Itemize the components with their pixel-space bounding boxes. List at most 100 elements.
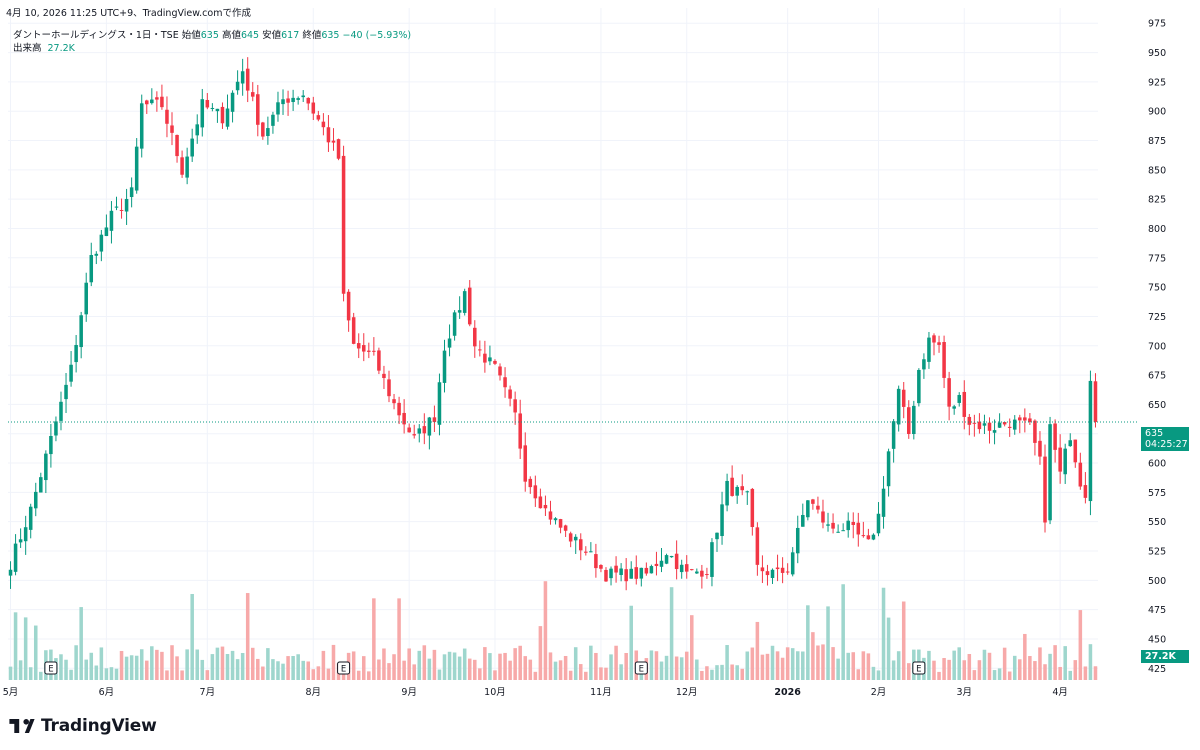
volume-bar [39,671,43,680]
candle-body [568,533,573,542]
candle-body [679,564,684,573]
candle-body [170,125,174,133]
candle-body [266,128,270,137]
volume-bar [301,660,305,680]
volume-bar [59,654,63,680]
volume-bar [957,647,961,680]
time-axis[interactable]: 5月 6月 7月 8月 9月 10月 11月 12月 2026 2月 3月 4月 [3,687,1068,698]
candle-body [397,402,401,416]
volume-bar [1028,656,1032,680]
candle-body [700,570,704,577]
candle-body [220,106,225,124]
candle-body [478,349,482,351]
tradingview-logo[interactable]: TradingView [9,716,157,736]
volume-bar [886,617,891,680]
candle-body [563,525,568,531]
candle-body [725,480,729,506]
earnings-marker [337,661,351,675]
volume-bar [901,601,906,680]
candle-body [780,567,785,573]
candle-body [382,373,386,379]
candle-body [261,122,265,137]
volume-bar [548,652,553,680]
volume-bar [1012,655,1017,680]
volume-bar [422,645,427,680]
candle-body [917,369,921,404]
time-tick-label: 3月 [956,687,972,698]
candle-body [937,342,941,345]
candle-body [447,338,452,348]
candle-body [775,567,780,570]
price-tick-label: 800 [1148,224,1166,235]
volume-bar [977,660,982,680]
candle-body [109,210,114,231]
candle-body [1028,418,1032,423]
created-caption: 4月 10, 2026 11:25 UTC+9、TradingView.comで… [6,8,251,19]
candle-body [987,422,992,431]
candle-body [54,421,58,436]
volume-bar [589,645,593,680]
candle-body [1048,424,1052,521]
candle-body [856,522,861,535]
volume-bar [276,661,280,680]
candle-body [427,417,432,436]
volume-bar [483,647,487,680]
volume-bar [654,651,659,680]
volume-bar [114,668,119,680]
candle-body [644,567,649,574]
volume-bar [1002,647,1007,680]
volume-bar [906,663,911,680]
candle-body [553,518,558,521]
candle-body [932,335,936,343]
candle-body [684,564,689,572]
candle-body [730,477,734,496]
volume-bar [876,670,881,680]
volume-bar [240,653,245,680]
candle-body [1018,417,1022,421]
price-tick-label: 950 [1148,48,1166,59]
candle-body [821,511,825,523]
volume-bar [679,657,684,680]
candle-body [538,496,543,509]
volume-bar [725,645,729,680]
volume-bar [987,652,992,680]
volume-bar [1038,647,1042,680]
candle-body [649,566,654,574]
candle-body [139,103,144,149]
candle-body [513,399,517,413]
candle-body [99,234,104,252]
volume-bar [937,671,941,680]
volume-bar [700,670,704,680]
candle-body [28,506,33,530]
candle-body [594,554,598,569]
volume-bar [568,670,573,680]
volume-bar [573,647,578,680]
volume-bar [367,671,371,680]
candle-body [1073,439,1078,463]
candle-body [1058,447,1062,472]
earnings-marker-label: E [341,665,346,675]
price-tick-label: 550 [1148,517,1166,528]
volume-bar [982,649,987,680]
candle-body [1068,440,1073,447]
volume-bar [306,661,311,680]
candle-body [422,426,427,434]
candle-body [735,486,739,496]
candle-body [745,491,750,493]
candle-body [906,407,911,434]
candle-body [952,406,956,409]
volume-bar [89,652,94,680]
volume-bar [94,665,99,680]
volume-bar [261,666,265,680]
volume-bar [715,665,719,680]
volume-bar [730,664,734,680]
price-tick-label: 750 [1148,283,1166,294]
volume-bar [1048,653,1052,680]
earnings-marker-label: E [639,665,644,675]
candle-body [367,350,371,352]
price-tick-label: 650 [1148,400,1166,411]
candle-body [518,413,522,449]
price-axis[interactable]: 4254504755005255505756006256506757007257… [1148,19,1166,675]
